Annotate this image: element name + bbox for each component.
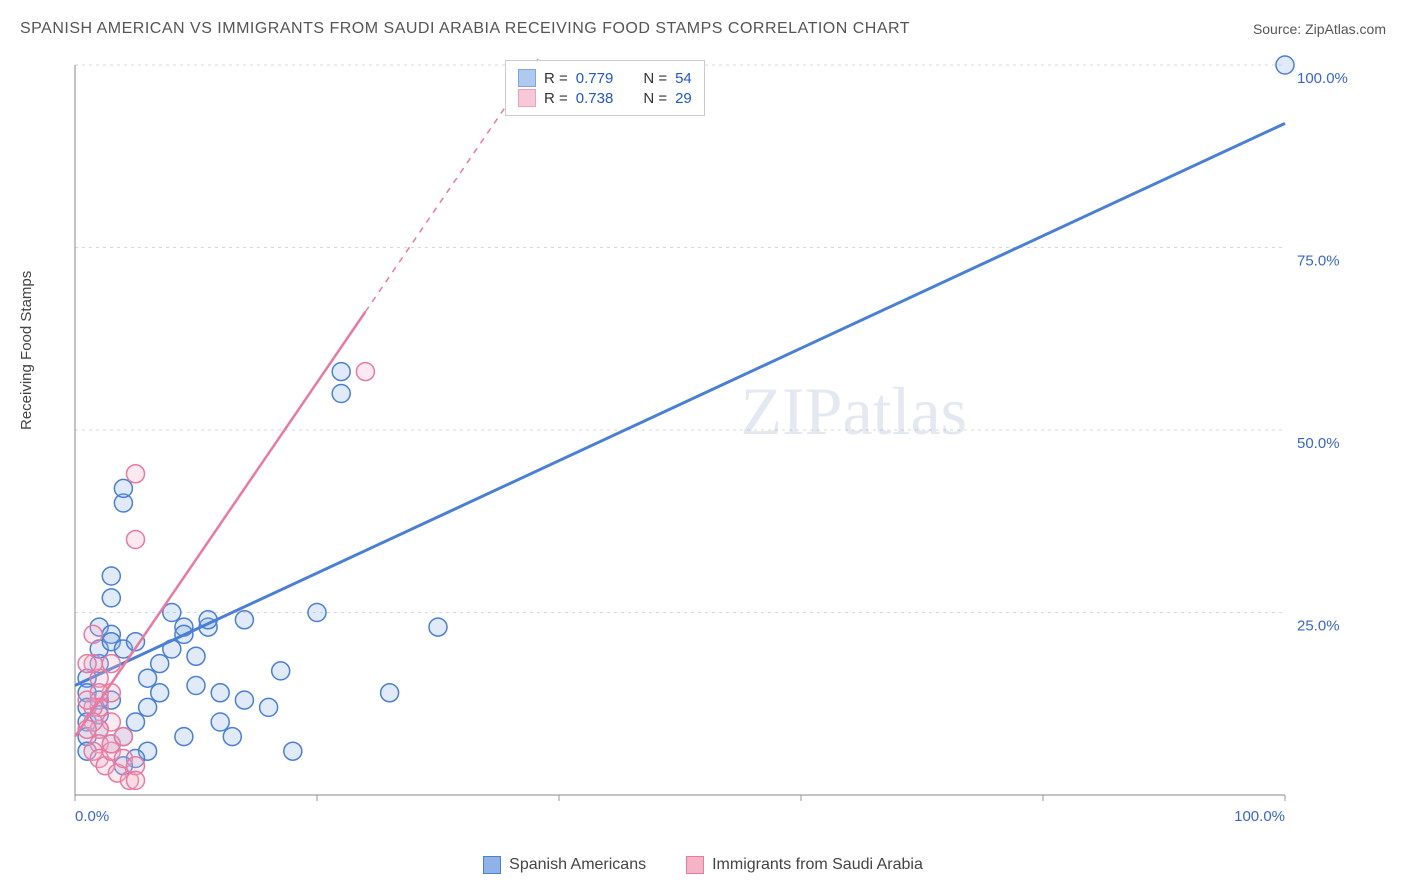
svg-text:25.0%: 25.0% (1297, 618, 1340, 635)
source-attribution: Source: ZipAtlas.com (1253, 21, 1386, 37)
plot-area: 25.0%50.0%75.0%100.0%0.0%100.0% ZIPatlas… (65, 55, 1375, 825)
svg-text:100.0%: 100.0% (1234, 808, 1285, 825)
n-value: 29 (675, 90, 692, 107)
svg-text:50.0%: 50.0% (1297, 435, 1340, 452)
n-label: N = (643, 90, 667, 107)
source-link[interactable]: ZipAtlas.com (1305, 21, 1386, 37)
r-value: 0.779 (576, 70, 614, 87)
r-value: 0.738 (576, 90, 614, 107)
legend-label: Spanish Americans (509, 856, 646, 874)
r-label: R = (544, 90, 568, 107)
swatch-icon (483, 856, 501, 874)
legend-stat-row: R = 0.779 N = 54 (518, 69, 692, 87)
legend-label: Immigrants from Saudi Arabia (712, 856, 923, 874)
legend-stat-row: R = 0.738 N = 29 (518, 89, 692, 107)
swatch-icon (686, 856, 704, 874)
series-legend: Spanish Americans Immigrants from Saudi … (0, 856, 1406, 874)
legend-item-spanish: Spanish Americans (483, 856, 646, 874)
correlation-legend: R = 0.779 N = 54 R = 0.738 N = 29 (505, 60, 705, 116)
legend-item-saudi: Immigrants from Saudi Arabia (686, 856, 923, 874)
r-label: R = (544, 70, 568, 87)
svg-text:0.0%: 0.0% (75, 808, 109, 825)
n-label: N = (643, 70, 667, 87)
source-prefix: Source: (1253, 21, 1305, 37)
swatch-icon (518, 89, 536, 107)
y-axis-label: Receiving Food Stamps (18, 271, 35, 430)
scatter-chart-svg: 25.0% 50.0% 75.0% 100.0% 0.0% 100.0% (65, 55, 1375, 825)
svg-text:75.0%: 75.0% (1297, 253, 1340, 270)
svg-text:100.0%: 100.0% (1297, 70, 1348, 87)
chart-title: SPANISH AMERICAN VS IMMIGRANTS FROM SAUD… (20, 20, 910, 38)
swatch-icon (518, 69, 536, 87)
n-value: 54 (675, 70, 692, 87)
